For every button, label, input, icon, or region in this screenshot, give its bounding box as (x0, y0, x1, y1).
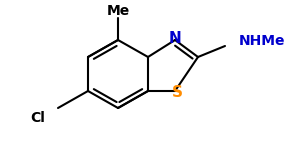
Text: Me: Me (106, 4, 130, 18)
Text: NHMe: NHMe (239, 34, 285, 48)
Text: S: S (171, 85, 183, 100)
Text: N: N (169, 31, 181, 45)
Text: Cl: Cl (30, 111, 45, 125)
